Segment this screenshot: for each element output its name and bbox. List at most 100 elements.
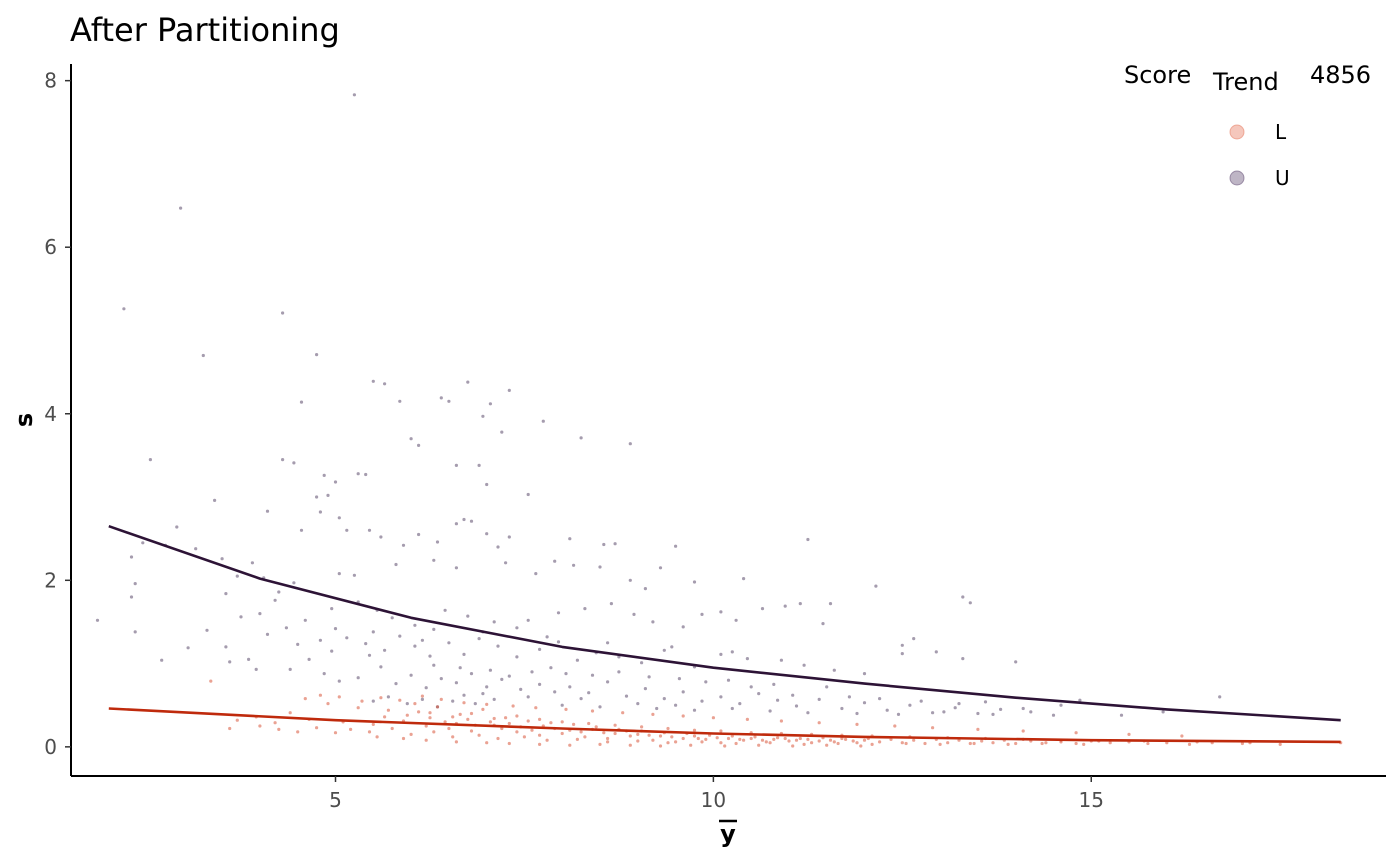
data-point-u bbox=[900, 652, 904, 656]
data-point-u bbox=[469, 519, 474, 523]
data-point-l bbox=[602, 731, 606, 735]
data-point-u bbox=[417, 532, 421, 537]
data-point-l bbox=[1146, 741, 1150, 746]
data-point-u bbox=[292, 461, 296, 465]
data-point-u bbox=[488, 402, 492, 406]
data-point-u bbox=[428, 654, 432, 658]
data-point-l bbox=[417, 710, 421, 714]
data-point-u bbox=[224, 645, 228, 649]
data-point-u bbox=[367, 653, 372, 657]
data-point-l bbox=[946, 741, 950, 745]
data-point-l bbox=[507, 721, 511, 726]
data-point-l bbox=[651, 712, 655, 717]
data-point-u bbox=[560, 703, 564, 707]
data-point-u bbox=[568, 537, 572, 541]
data-point-l bbox=[545, 738, 549, 742]
data-point-u bbox=[568, 685, 572, 689]
data-point-l bbox=[768, 741, 772, 745]
data-point-u bbox=[526, 695, 530, 699]
data-point-u bbox=[572, 563, 576, 567]
data-point-u bbox=[719, 695, 723, 699]
data-point-l bbox=[1021, 729, 1025, 733]
data-point-l bbox=[398, 698, 402, 702]
data-point-u bbox=[674, 544, 678, 548]
data-point-u bbox=[738, 702, 742, 706]
data-point-l bbox=[1127, 732, 1131, 737]
data-point-u bbox=[1078, 698, 1082, 702]
data-point-u bbox=[692, 708, 697, 712]
data-point-u bbox=[828, 602, 833, 606]
data-point-l bbox=[904, 741, 908, 746]
data-point-u bbox=[454, 566, 458, 570]
data-point-l bbox=[507, 741, 511, 746]
data-point-l bbox=[466, 717, 470, 722]
data-point-u bbox=[432, 627, 436, 632]
data-point-l bbox=[560, 720, 564, 724]
data-point-l bbox=[485, 741, 489, 745]
data-point-u bbox=[515, 626, 519, 630]
data-point-l bbox=[228, 726, 232, 731]
data-point-u bbox=[443, 608, 447, 612]
data-point-u bbox=[462, 693, 466, 697]
data-point-u bbox=[515, 655, 519, 659]
data-point-u bbox=[681, 625, 685, 629]
data-point-l bbox=[628, 734, 632, 738]
data-point-u bbox=[466, 380, 470, 384]
data-point-u bbox=[598, 565, 602, 569]
data-point-l bbox=[451, 715, 455, 719]
data-point-l bbox=[594, 725, 598, 729]
data-point-u bbox=[333, 480, 338, 484]
data-point-l bbox=[859, 744, 863, 748]
data-point-u bbox=[802, 663, 806, 667]
data-point-l bbox=[435, 705, 440, 709]
data-point-u bbox=[148, 458, 152, 462]
data-point-l bbox=[734, 741, 738, 746]
data-point-u bbox=[318, 510, 322, 514]
data-point-l bbox=[447, 726, 451, 731]
data-point-u bbox=[999, 707, 1003, 712]
data-point-u bbox=[133, 582, 137, 586]
data-point-l bbox=[900, 741, 904, 745]
data-point-l bbox=[424, 724, 428, 728]
data-point-u bbox=[439, 396, 443, 400]
data-point-u bbox=[632, 612, 636, 617]
data-point-u bbox=[507, 388, 511, 392]
data-point-u bbox=[352, 573, 356, 577]
data-point-l bbox=[764, 740, 768, 744]
data-point-l bbox=[538, 717, 542, 722]
data-point-u bbox=[919, 699, 923, 703]
data-point-l bbox=[651, 738, 655, 742]
data-point-u bbox=[394, 682, 398, 686]
score-value: 4856 bbox=[1310, 61, 1371, 89]
data-point-u bbox=[602, 542, 606, 547]
data-point-u bbox=[409, 437, 413, 441]
data-point-l bbox=[481, 707, 485, 712]
data-point-l bbox=[1180, 734, 1184, 738]
data-point-u bbox=[530, 670, 534, 674]
data-point-u bbox=[454, 681, 458, 685]
data-point-l bbox=[356, 706, 360, 710]
data-point-l bbox=[401, 736, 406, 741]
data-point-l bbox=[636, 732, 640, 737]
data-point-l bbox=[878, 740, 882, 744]
data-point-u bbox=[749, 685, 753, 689]
data-point-u bbox=[356, 472, 360, 476]
data-point-u bbox=[500, 430, 504, 434]
data-point-u bbox=[413, 644, 417, 648]
data-point-l bbox=[806, 737, 810, 742]
data-point-l bbox=[810, 741, 814, 745]
data-point-l bbox=[723, 744, 727, 748]
data-point-u bbox=[779, 658, 784, 662]
data-point-u bbox=[281, 458, 285, 462]
series-l bbox=[209, 679, 1343, 748]
data-point-u bbox=[303, 618, 307, 622]
data-point-l bbox=[371, 722, 375, 727]
data-point-u bbox=[481, 414, 485, 418]
data-point-u bbox=[133, 630, 137, 634]
data-point-l bbox=[511, 704, 515, 708]
data-point-u bbox=[485, 685, 489, 689]
data-point-l bbox=[700, 740, 704, 744]
data-point-u bbox=[417, 443, 421, 447]
legend-key-u bbox=[1229, 170, 1245, 186]
data-point-u bbox=[398, 634, 402, 638]
